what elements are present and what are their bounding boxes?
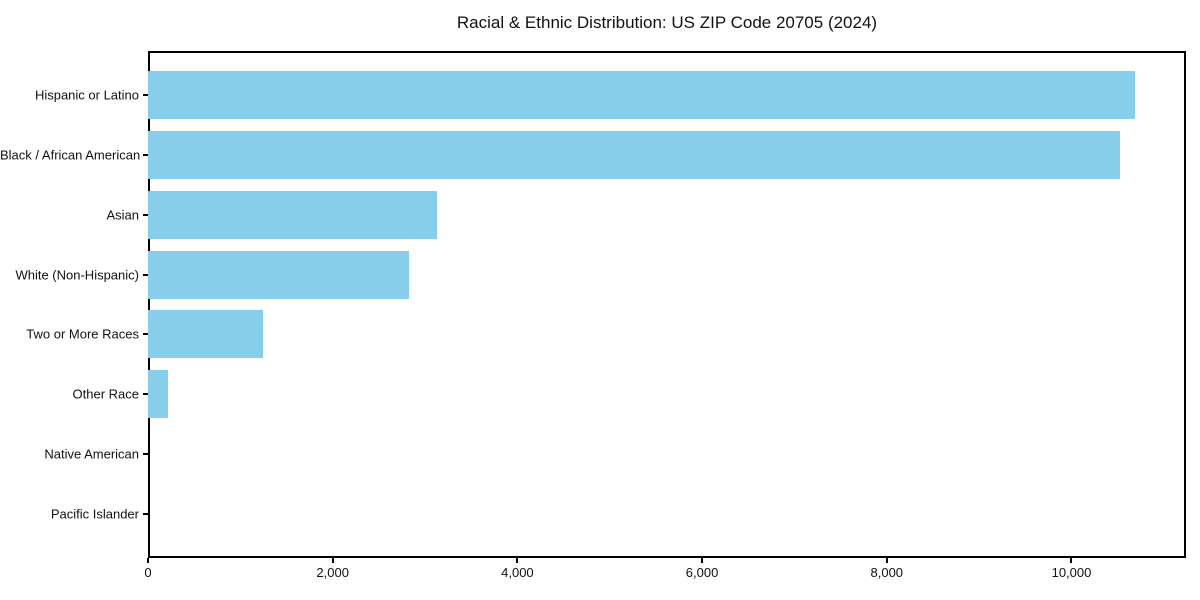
chart-title: Racial & Ethnic Distribution: US ZIP Cod…	[456, 13, 878, 32]
x-tick-label-6000: 6,000	[685, 565, 719, 580]
y-tick-white-non-hispanic	[143, 273, 148, 276]
x-tick-2000	[331, 558, 334, 563]
bar-asian	[148, 190, 438, 239]
y-tick-other-race	[143, 393, 148, 396]
y-tick-two-or-more-races	[143, 333, 148, 336]
y-tick-label-two-or-more-races: Two or More Races	[26, 326, 139, 342]
y-tick-hispanic-or-latino	[143, 93, 148, 96]
y-tick-asian	[143, 213, 148, 216]
x-tick-10000	[1070, 558, 1073, 563]
bar-white-non-hispanic	[148, 250, 410, 299]
y-tick-label-hispanic-or-latino: Hispanic or Latino	[34, 87, 139, 103]
bar-black-african-american	[148, 130, 1121, 179]
bar-hispanic-or-latino	[148, 70, 1136, 119]
x-tick-4000	[516, 558, 519, 563]
x-tick-6000	[701, 558, 704, 563]
x-tick-label-8000: 8,000	[870, 565, 904, 580]
y-tick-native-american	[143, 453, 148, 456]
y-tick-label-other-race: Other Race	[72, 386, 139, 402]
y-tick-label-asian: Asian	[106, 207, 139, 223]
bar-two-or-more-races	[148, 310, 263, 359]
y-tick-label-pacific-islander: Pacific Islander	[50, 506, 139, 522]
y-tick-pacific-islander	[143, 513, 148, 516]
y-tick-label-native-american: Native American	[44, 446, 139, 462]
y-tick-label-black-african-american: Black / African American	[0, 147, 141, 163]
x-tick-label-2000: 2,000	[316, 565, 349, 580]
x-tick-label-0: 0	[144, 565, 152, 580]
x-tick-0	[147, 558, 149, 563]
x-tick-8000	[885, 558, 888, 563]
plot-area	[148, 51, 1186, 558]
x-tick-label-4000: 4,000	[501, 565, 534, 580]
bar-other-race	[148, 370, 169, 419]
y-tick-label-white-non-hispanic: White (Non-Hispanic)	[15, 267, 139, 283]
x-tick-label-10000: 10,000	[1051, 565, 1092, 580]
y-tick-black-african-american	[143, 153, 148, 156]
